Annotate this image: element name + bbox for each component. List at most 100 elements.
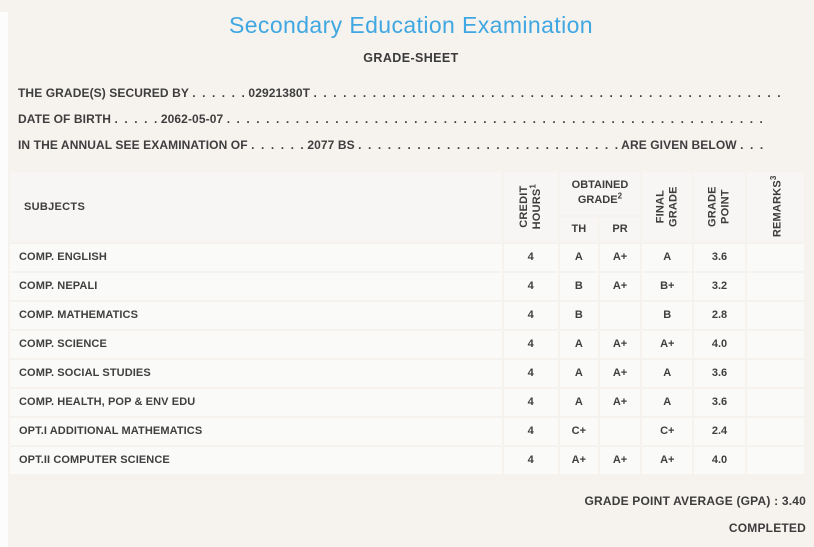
cell-grade-point: 3.2 (694, 272, 745, 300)
cell-credit-hours: 4 (503, 272, 558, 300)
cell-subject: COMP. SCIENCE (10, 330, 502, 358)
cell-pr-grade: A+ (599, 446, 641, 474)
dot-leader: . . . . . . . . . . . . . . . . . . . . … (226, 111, 763, 126)
cell-final-grade: B (642, 301, 693, 329)
cell-th-grade: A (559, 330, 598, 358)
table-row: COMP. SCIENCE 4 A A+ A+ 4.0 (10, 330, 804, 358)
footnote-ref-2: 2 (617, 191, 623, 201)
dot-leader: . . . . . . (192, 85, 245, 100)
cell-subject: COMP. NEPALI (10, 272, 502, 300)
cell-th-grade: B (559, 272, 598, 300)
column-header-credit-hours: CREDIT HOURS1 (503, 171, 558, 242)
gpa-line: GRADE POINT AVERAGE (GPA) : 3.40 (8, 494, 806, 508)
column-header-th: TH (559, 216, 598, 242)
dot-leader: . . . . . . (251, 137, 304, 152)
cell-subject: COMP. MATHEMATICS (10, 301, 502, 329)
cell-credit-hours: 4 (503, 243, 558, 271)
cell-pr-grade: A+ (599, 388, 641, 416)
cell-final-grade: A (642, 359, 693, 387)
cell-grade-point: 3.6 (694, 388, 745, 416)
credit-hours-rotated-text: CREDIT HOURS1 (517, 183, 543, 230)
info-line-date-of-birth: DATE OF BIRTH . . . . . 2062-05-07 . . .… (18, 106, 810, 132)
grades-table: SUBJECTS CREDIT HOURS1 OBTAINED GRADE2 FI… (8, 170, 806, 476)
result-summary: GRADE POINT AVERAGE (GPA) : 3.40 COMPLET… (8, 494, 806, 535)
info-line-examination-year: IN THE ANNUAL SEE EXAMINATION OF . . . .… (18, 132, 810, 158)
table-row: COMP. ENGLISH 4 A A+ A 3.6 (10, 243, 804, 271)
column-header-remarks: REMARKS3 (746, 171, 804, 242)
cell-grade-point: 2.4 (694, 417, 745, 445)
grade-sheet-page: Secondary Education Examination GRADE-SH… (8, 12, 814, 535)
cell-remarks (746, 301, 804, 329)
page-title: Secondary Education Examination (228, 12, 593, 38)
column-header-subjects: SUBJECTS (10, 171, 502, 242)
dot-leader: . . . . . . . . . . . . . . . . . . . . … (358, 137, 619, 152)
table-row: OPT.II COMPUTER SCIENCE 4 A+ A+ A+ 4.0 (10, 446, 804, 474)
table-row: COMP. HEALTH, POP & ENV EDU 4 A A+ A 3.6 (10, 388, 804, 416)
cell-final-grade: A+ (642, 446, 693, 474)
cell-remarks (746, 272, 804, 300)
cell-th-grade: B (559, 301, 598, 329)
symbol-number-value: 02921380T (248, 85, 311, 100)
page-left-margin-strip (0, 12, 8, 547)
cell-grade-point: 3.6 (694, 243, 745, 271)
cell-subject: COMP. HEALTH, POP & ENV EDU (10, 388, 502, 416)
cell-grade-point: 4.0 (694, 330, 745, 358)
cell-pr-grade (599, 417, 641, 445)
column-header-obtained-grade: OBTAINED GRADE2 (559, 171, 641, 215)
cell-subject: COMP. SOCIAL STUDIES (10, 359, 502, 387)
cell-remarks (746, 359, 804, 387)
cell-th-grade: C+ (559, 417, 598, 445)
gpa-label: GRADE POINT AVERAGE (GPA) : (584, 493, 779, 508)
cell-grade-point: 4.0 (694, 446, 745, 474)
cell-credit-hours: 4 (503, 388, 558, 416)
cell-final-grade: A (642, 243, 693, 271)
table-row: COMP. SOCIAL STUDIES 4 A A+ A 3.6 (10, 359, 804, 387)
cell-grade-point: 3.6 (694, 359, 745, 387)
info-line-secured-by: THE GRADE(S) SECURED BY . . . . . . 0292… (18, 80, 810, 106)
dot-leader: . . . . . (114, 111, 158, 126)
cell-remarks (746, 243, 804, 271)
examination-year-value: 2077 BS (307, 137, 355, 152)
cell-th-grade: A+ (559, 446, 598, 474)
cell-final-grade: A+ (642, 330, 693, 358)
page-subtitle: GRADE-SHEET (363, 50, 459, 65)
given-below-label: ARE GIVEN BELOW (621, 137, 737, 152)
cell-th-grade: A (559, 243, 598, 271)
table-row: OPT.I ADDITIONAL MATHEMATICS 4 C+ C+ 2.4 (10, 417, 804, 445)
date-of-birth-label: DATE OF BIRTH (18, 111, 112, 126)
cell-credit-hours: 4 (503, 446, 558, 474)
date-of-birth-value: 2062-05-07 (160, 111, 224, 126)
column-header-pr: PR (599, 216, 641, 242)
footnote-ref-3: 3 (768, 175, 778, 181)
candidate-info: THE GRADE(S) SECURED BY . . . . . . 0292… (8, 80, 814, 158)
table-row: COMP. NEPALI 4 B A+ B+ 3.2 (10, 272, 804, 300)
cell-subject: OPT.II COMPUTER SCIENCE (10, 446, 502, 474)
grade-point-rotated-text: GRADE POINT (706, 186, 732, 227)
cell-subject: OPT.I ADDITIONAL MATHEMATICS (10, 417, 502, 445)
column-header-grade-point: GRADE POINT (694, 171, 745, 242)
cell-pr-grade: A+ (599, 272, 641, 300)
cell-subject: COMP. ENGLISH (10, 243, 502, 271)
dot-leader: . . . . . . . . . . . . . . . . . . . . … (313, 85, 781, 100)
table-row: COMP. MATHEMATICS 4 B B 2.8 (10, 301, 804, 329)
cell-pr-grade: A+ (599, 330, 641, 358)
cell-remarks (746, 446, 804, 474)
cell-grade-point: 2.8 (694, 301, 745, 329)
cell-credit-hours: 4 (503, 417, 558, 445)
cell-final-grade: B+ (642, 272, 693, 300)
final-grade-rotated-text: FINAL GRADE (654, 186, 680, 227)
cell-pr-grade: A+ (599, 243, 641, 271)
cell-remarks (746, 417, 804, 445)
cell-remarks (746, 330, 804, 358)
cell-th-grade: A (559, 388, 598, 416)
cell-th-grade: A (559, 359, 598, 387)
column-header-final-grade: FINAL GRADE (642, 171, 693, 242)
gpa-value: 3.40 (781, 493, 806, 508)
remarks-rotated-text: REMARKS3 (768, 175, 784, 238)
status-badge: COMPLETED (728, 520, 806, 535)
cell-pr-grade: A+ (599, 359, 641, 387)
examination-label: IN THE ANNUAL SEE EXAMINATION OF (18, 137, 248, 152)
cell-credit-hours: 4 (503, 330, 558, 358)
cell-credit-hours: 4 (503, 301, 558, 329)
dot-leader: . . . (740, 137, 764, 152)
